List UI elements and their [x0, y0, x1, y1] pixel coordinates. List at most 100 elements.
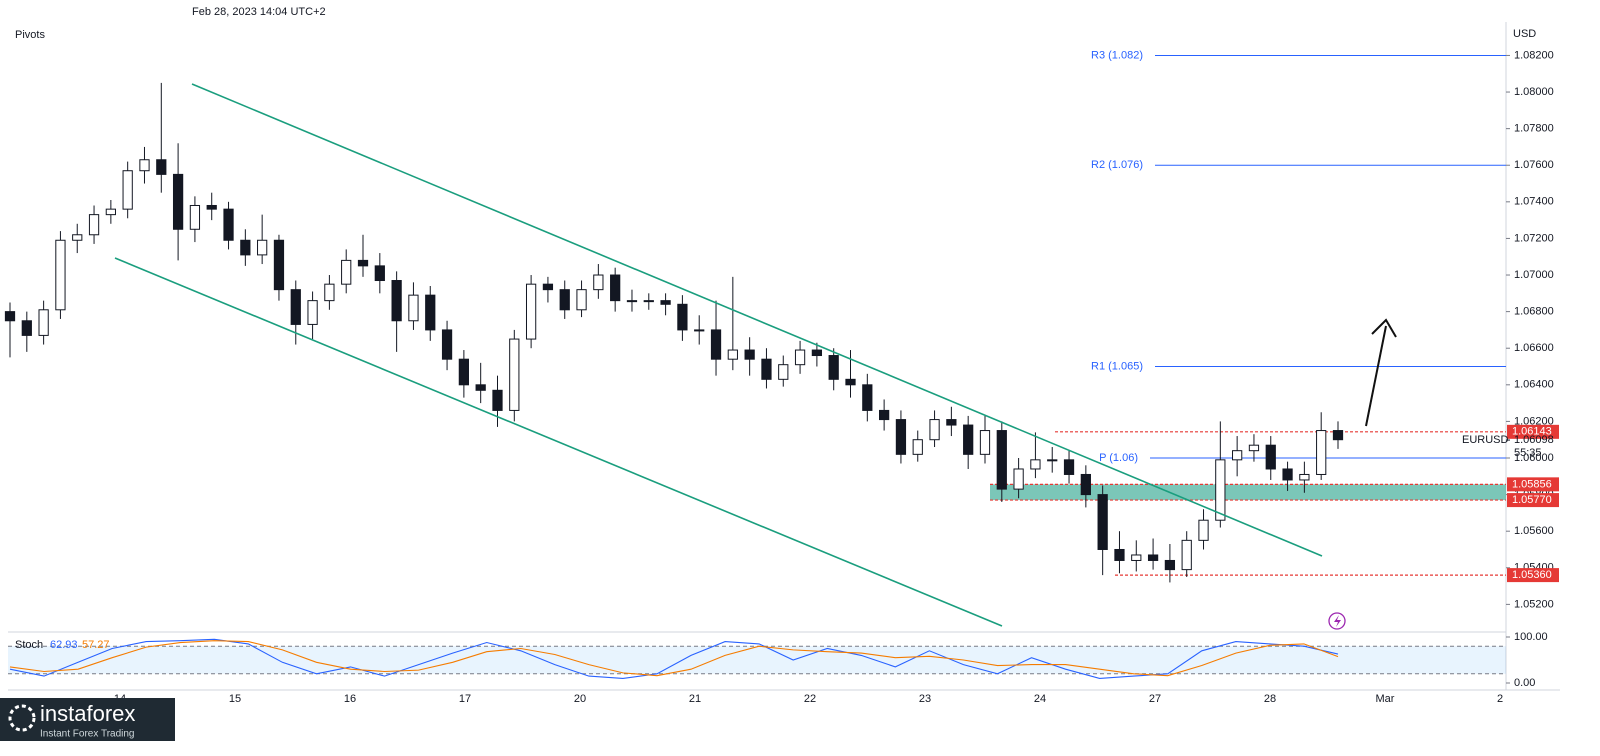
candle-body: [1181, 539, 1192, 571]
channel-upper: [191, 83, 1323, 557]
arrow-head: [1371, 318, 1397, 338]
support-zone: [990, 484, 1506, 501]
channel-lower: [114, 257, 1003, 627]
candle-body: [1299, 473, 1310, 481]
candle-body: [761, 358, 772, 380]
candle-body: [475, 384, 486, 391]
pivot-label: R2 (1.076): [1091, 159, 1143, 171]
y-tick-label: 1.05200: [1514, 598, 1554, 610]
stoch-tick-label: 100.00: [1514, 631, 1548, 643]
x-tick-label: 2: [1497, 693, 1503, 705]
level-tag: 1.05770: [1512, 494, 1552, 506]
x-tick-label: Mar: [1376, 693, 1395, 705]
candle-body: [979, 430, 991, 455]
candle-body: [862, 384, 873, 411]
candle-body: [105, 208, 116, 216]
candle-body: [1047, 459, 1058, 462]
candle-body: [425, 294, 436, 331]
candle-body: [441, 329, 453, 360]
y-tick-label: 1.06600: [1514, 342, 1554, 354]
candle-body: [88, 214, 100, 236]
candle-body: [879, 409, 890, 421]
candle-body: [21, 320, 32, 336]
candle-body: [257, 239, 268, 256]
candle-body: [694, 329, 705, 332]
candle-body: [1215, 459, 1226, 521]
level-tag-bg: [1507, 493, 1559, 508]
candle-body: [1097, 494, 1108, 550]
candle-body: [996, 430, 1007, 490]
alert-bolt: [1334, 615, 1341, 627]
pivot-label: P (1.06): [1099, 452, 1138, 464]
candle-body: [206, 204, 217, 210]
candle-body: [677, 303, 688, 331]
candle-body: [895, 419, 907, 455]
y-tick-label: 1.06000: [1514, 452, 1554, 464]
logo-box: [0, 698, 175, 741]
candle-body: [778, 364, 789, 380]
x-tick-label: 15: [229, 693, 241, 705]
x-tick-label: 24: [1034, 693, 1046, 705]
stoch-line: [9, 640, 1339, 677]
pivot-label: R1 (1.065): [1091, 360, 1143, 372]
candle-body: [559, 289, 570, 311]
candle-body: [1164, 559, 1176, 571]
stoch-name: Stoch: [15, 639, 43, 651]
arrow-shaft: [1365, 325, 1387, 427]
y-tick-label: 1.06200: [1514, 415, 1554, 427]
alert-icon: [1328, 612, 1346, 630]
candle-body: [122, 170, 133, 210]
candle-body: [542, 283, 554, 291]
x-tick-label: 28: [1264, 693, 1276, 705]
candle-body: [172, 173, 184, 230]
candle-body: [273, 239, 285, 291]
y-tick-label: 1.07000: [1514, 269, 1554, 281]
candle-body: [223, 208, 234, 241]
candle-body: [710, 329, 722, 360]
candle-body: [240, 239, 251, 256]
y-tick-label: 1.07200: [1514, 232, 1554, 244]
y-tick-label: 1.07400: [1514, 196, 1554, 208]
candle-body: [1332, 430, 1344, 441]
candle-body: [509, 338, 520, 411]
countdown: 55:35: [1514, 447, 1542, 459]
candle-body: [1316, 430, 1327, 475]
candle-body: [4, 311, 16, 322]
candle-body: [643, 300, 654, 303]
indicator-label: Pivots: [15, 29, 45, 41]
level-tag-bg: [1507, 477, 1559, 492]
candle-body: [1080, 473, 1091, 496]
candle-body: [828, 355, 839, 380]
x-tick-label: 16: [344, 693, 356, 705]
y-tick-label: 1.06800: [1514, 306, 1554, 318]
candle-body: [458, 358, 469, 386]
x-tick-label: 20: [574, 693, 586, 705]
candle-body: [845, 378, 856, 386]
candle-body: [1131, 554, 1142, 561]
candle-body: [1282, 468, 1293, 481]
candle-body: [408, 294, 419, 322]
candle-body: [1063, 459, 1075, 475]
logo-tagline: Instant Forex Trading: [40, 729, 135, 740]
stoch-d: 57.27: [82, 639, 110, 651]
candle-body: [1198, 519, 1209, 541]
stoch-tick-label: 0.00: [1514, 677, 1535, 689]
level-tag-bg: [1507, 568, 1559, 583]
plot: 1.052001.054001.056001.058001.060001.062…: [4, 49, 1559, 705]
level-tag: 1.05360: [1512, 569, 1552, 581]
candle-body: [38, 309, 49, 336]
currency: USD: [1513, 28, 1536, 40]
level-tag: 1.06143: [1512, 426, 1552, 438]
candle-body: [156, 159, 167, 175]
candle-body: [391, 280, 402, 322]
level-tag-bg: [1507, 424, 1559, 439]
candle-body: [929, 419, 940, 441]
current-price-label: 1.06098: [1514, 434, 1554, 446]
candle-body: [963, 424, 974, 455]
y-tick-label: 1.05600: [1514, 525, 1554, 537]
candle-body: [811, 349, 823, 357]
candle-body: [324, 283, 335, 302]
candle-body: [794, 349, 806, 366]
stoch-band: [8, 646, 1506, 674]
candle-body: [1114, 548, 1125, 561]
